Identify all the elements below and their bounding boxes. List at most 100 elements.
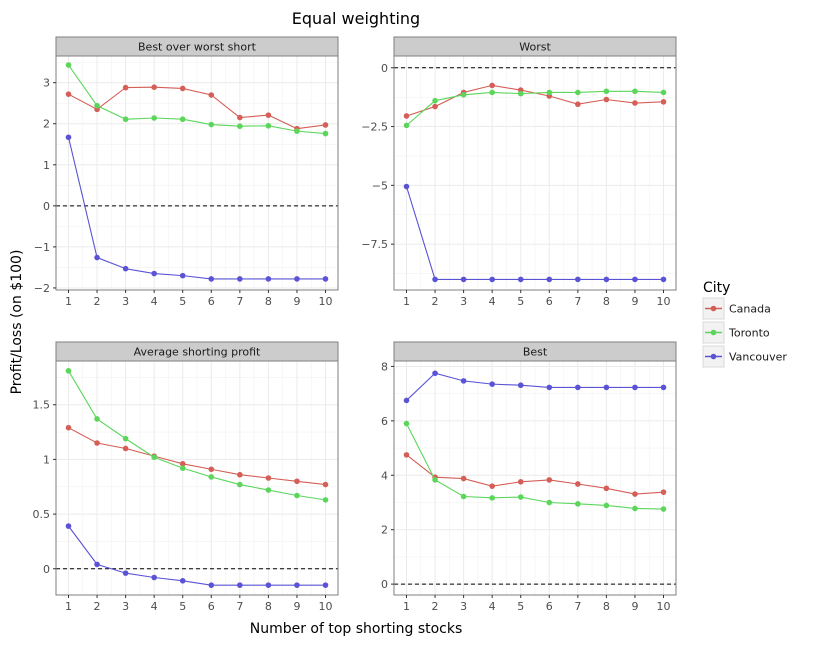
- data-point-toronto-10: [660, 89, 667, 96]
- data-point-canada-7: [575, 481, 581, 487]
- data-point-canada-3: [122, 84, 129, 91]
- series-toronto: [403, 420, 667, 512]
- x-axis: 1 2 3 4 5 6 7 8 9 10: [65, 290, 333, 308]
- data-point-toronto-3: [460, 493, 467, 500]
- chart-title: Equal weighting: [292, 9, 420, 28]
- data-point-canada-4: [151, 84, 157, 90]
- data-point-vancouver-3: [122, 265, 129, 272]
- data-point-toronto-4: [151, 115, 157, 121]
- data-point-toronto-4: [489, 495, 495, 501]
- panel-border: [55, 55, 339, 291]
- data-point-toronto-9: [294, 492, 300, 499]
- data-point-vancouver-5: [179, 272, 186, 279]
- data-point-canada-9: [632, 491, 638, 497]
- y-tick-label: −2: [34, 282, 50, 295]
- y-tick-label: −7.5: [361, 238, 388, 251]
- legend-key-point: [710, 305, 717, 312]
- data-point-toronto-1: [65, 62, 72, 68]
- data-point-vancouver-3: [122, 570, 129, 576]
- y-axis: −2 −1 0 1 2 3: [34, 77, 56, 295]
- y-tick-label: 0: [381, 578, 388, 591]
- data-point-toronto-7: [237, 481, 243, 488]
- x-tick-label: 10: [319, 600, 333, 613]
- data-point-toronto-8: [603, 88, 610, 95]
- data-point-vancouver-7: [575, 384, 581, 391]
- data-point-toronto-3: [460, 92, 467, 98]
- data-point-vancouver-1: [65, 523, 72, 529]
- y-tick-label: 0: [381, 62, 388, 75]
- data-point-vancouver-8: [603, 276, 610, 283]
- panel-best: Best 1 2 3 4 5 6 7 8 9 10 0 2 4 6 8: [381, 341, 677, 613]
- data-point-vancouver-8: [603, 384, 610, 391]
- data-point-canada-1: [65, 91, 72, 97]
- y-tick-label: 1: [43, 159, 50, 172]
- y-tick-label: 1: [43, 453, 50, 466]
- series-line-vancouver: [406, 372, 664, 401]
- x-tick-label: 5: [517, 295, 524, 308]
- data-point-toronto-7: [237, 123, 243, 129]
- data-point-toronto-4: [151, 454, 157, 461]
- x-tick-label: 10: [657, 600, 671, 613]
- gridlines: [56, 361, 338, 595]
- data-point-canada-6: [546, 477, 553, 483]
- data-point-canada-8: [265, 475, 272, 481]
- legend-entry-toronto: Toronto: [702, 321, 770, 344]
- legend-label: Toronto: [728, 327, 770, 340]
- series-line-toronto: [406, 90, 664, 126]
- series-toronto: [65, 62, 329, 137]
- data-point-toronto-10: [322, 497, 329, 503]
- x-tick-label: 9: [293, 295, 300, 308]
- data-point-canada-10: [660, 489, 667, 495]
- x-tick-label: 2: [432, 295, 439, 308]
- series-line-vancouver: [405, 186, 664, 280]
- x-tick-label: 8: [603, 295, 610, 308]
- data-point-vancouver-4: [489, 276, 495, 283]
- data-point-vancouver-10: [322, 276, 329, 282]
- data-point-toronto-2: [432, 477, 438, 483]
- x-tick-label: 8: [603, 600, 610, 613]
- x-tick-label: 2: [94, 295, 101, 308]
- y-tick-label: 0: [43, 200, 50, 213]
- data-point-canada-4: [489, 483, 495, 489]
- data-point-canada-5: [179, 460, 186, 467]
- data-point-vancouver-2: [432, 370, 438, 377]
- x-tick-label: 4: [151, 295, 158, 308]
- data-point-canada-7: [237, 114, 243, 121]
- data-point-canada-5: [517, 479, 524, 485]
- x-tick-label: 7: [574, 600, 581, 613]
- data-point-toronto-6: [208, 121, 215, 128]
- data-point-toronto-5: [517, 494, 524, 500]
- x-tick-label: 3: [460, 295, 467, 308]
- data-point-canada-4: [489, 82, 495, 89]
- panel-title: Best: [523, 346, 548, 359]
- data-point-toronto-6: [208, 474, 215, 480]
- data-point-toronto-2: [94, 102, 100, 109]
- data-point-canada-1: [403, 452, 410, 458]
- data-point-vancouver-10: [660, 276, 667, 283]
- data-point-vancouver-6: [546, 276, 553, 283]
- panel-border: [393, 55, 677, 291]
- series-toronto: [403, 88, 667, 129]
- data-point-toronto-1: [403, 420, 410, 427]
- data-point-vancouver-7: [237, 276, 243, 282]
- data-point-vancouver-9: [632, 276, 638, 283]
- series-line-canada: [406, 454, 664, 495]
- x-tick-label: 5: [179, 600, 186, 613]
- data-point-vancouver-6: [208, 582, 215, 588]
- x-tick-label: 7: [236, 295, 243, 308]
- series-line-toronto: [68, 370, 326, 501]
- x-tick-label: 2: [432, 600, 439, 613]
- data-point-canada-5: [179, 85, 186, 92]
- gridlines: [56, 56, 338, 290]
- legend-entry-vancouver: Vancouver: [702, 345, 787, 368]
- y-tick-label: −5: [372, 179, 388, 192]
- data-point-canada-8: [603, 485, 610, 492]
- x-tick-label: 1: [403, 600, 410, 613]
- data-point-canada-2: [432, 103, 438, 110]
- data-point-vancouver-9: [294, 582, 300, 588]
- x-tick-label: 5: [517, 600, 524, 613]
- data-point-toronto-7: [575, 501, 581, 507]
- data-point-toronto-8: [603, 502, 610, 509]
- data-point-toronto-3: [122, 116, 129, 123]
